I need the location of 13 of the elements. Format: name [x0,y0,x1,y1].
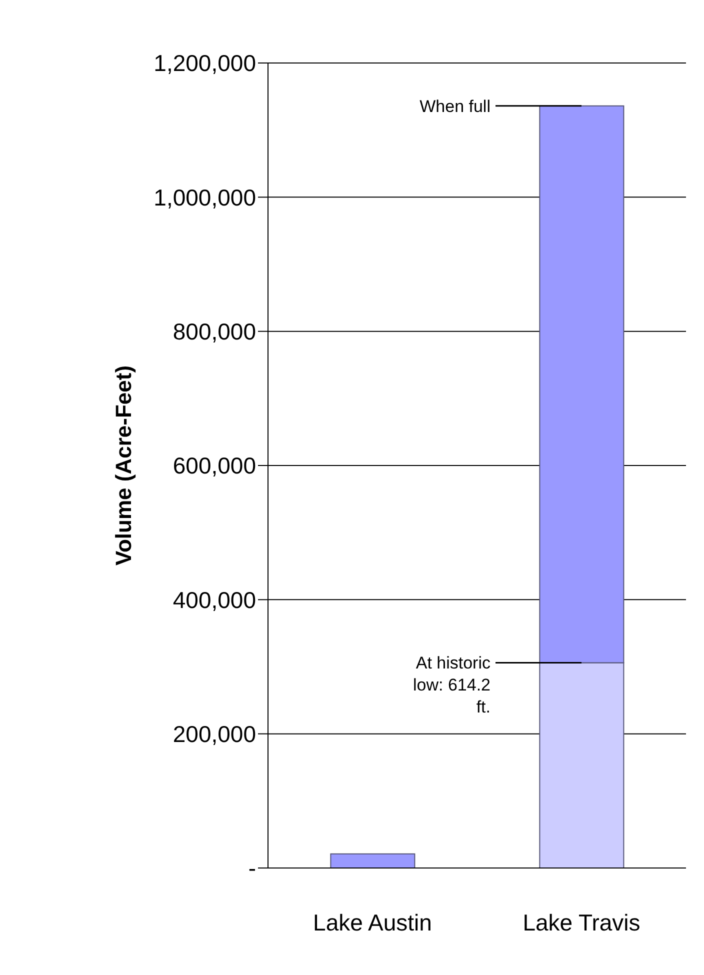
y-tick-label: 200,000 [172,721,256,747]
y-tick-label: - [248,855,256,882]
x-tick-label: Lake Austin [313,909,432,936]
y-tick-label: 800,000 [172,318,256,344]
y-tick-label: 1,000,000 [154,184,256,210]
y-axis-title: Volume (Acre-Feet) [110,365,136,566]
y-tick-label: 400,000 [172,586,256,613]
bar [330,853,416,868]
y-tick-label: 1,200,000 [154,50,256,76]
annotation: At historic low: 614.2 ft. [413,654,491,717]
x-tick-label: Lake Travis [522,909,640,936]
annotation: When full [420,96,490,116]
y-tick-label: 600,000 [172,452,256,479]
